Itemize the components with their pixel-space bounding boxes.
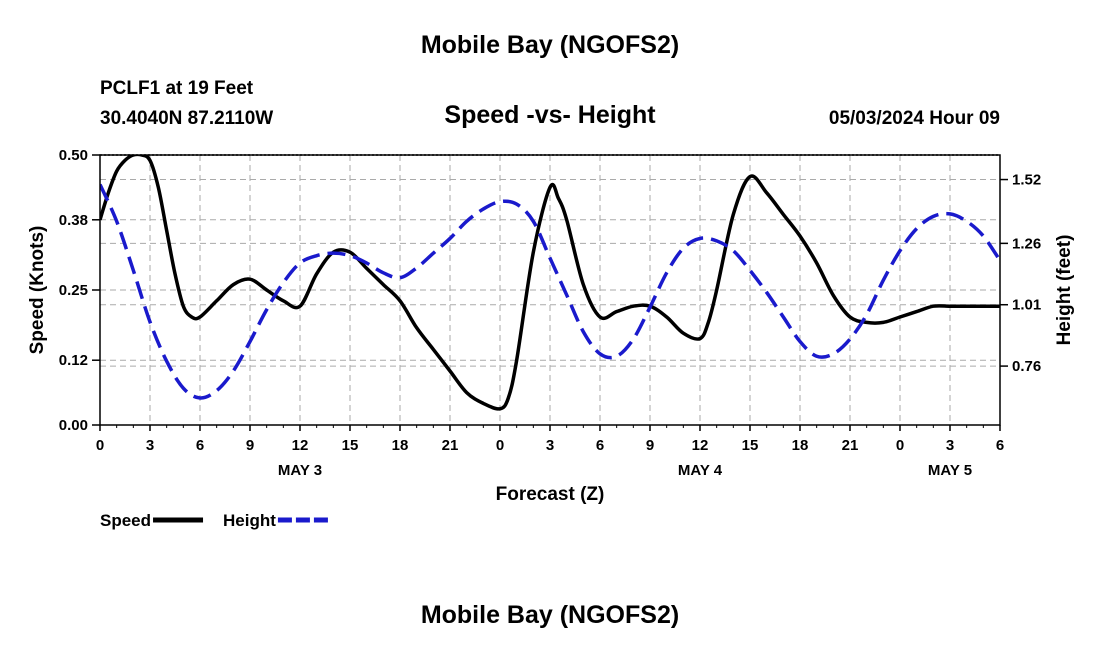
y-left-tick-label: 0.00: [59, 417, 88, 434]
series-line-speed: [100, 155, 1000, 411]
y-right-axis-title: Height (feet): [1054, 235, 1075, 346]
x-tick-label: 0: [96, 437, 104, 454]
y-right-tick-label: 1.52: [1012, 172, 1041, 189]
axes-layer: [92, 154, 1008, 431]
y-left-tick-label: 0.25: [59, 282, 88, 299]
date-label: MAY 5: [928, 462, 972, 479]
x-tick-label: 0: [496, 437, 504, 454]
x-tick-label: 18: [392, 437, 409, 454]
x-tick-label: 3: [146, 437, 154, 454]
chart-title: Mobile Bay (NGOFS2): [420, 31, 680, 59]
x-tick-label: 15: [342, 437, 359, 454]
x-tick-label: 9: [246, 437, 254, 454]
series-line-height: [100, 183, 1000, 400]
x-tick-label: 0: [896, 437, 904, 454]
series-layer: [100, 155, 1000, 411]
legend-label-height: Height: [223, 511, 276, 530]
y-right-tick-label: 1.01: [1012, 297, 1041, 314]
footer-title: Mobile Bay (NGOFS2): [420, 601, 680, 629]
x-tick-label: 3: [546, 437, 554, 454]
x-tick-label: 6: [596, 437, 604, 454]
x-tick-label: 21: [442, 437, 459, 454]
x-tick-label: 9: [646, 437, 654, 454]
x-tick-label: 18: [792, 437, 809, 454]
x-axis-title: Forecast (Z): [496, 484, 605, 505]
y-left-tick-label: 0.12: [59, 352, 88, 369]
y-left-axis-title: Speed (Knots): [27, 226, 48, 355]
x-tick-label: 6: [196, 437, 204, 454]
x-tick-label: 3: [946, 437, 954, 454]
y-right-tick-label: 1.26: [1012, 235, 1041, 252]
x-tick-label: 21: [842, 437, 859, 454]
x-tick-label: 12: [692, 437, 709, 454]
date-label: MAY 3: [278, 462, 322, 479]
labels-layer: 0 3 6 9 12 15 18 21 0 3 6 9 12 15 18 21 0 3 6 MAY 3 MAY 4 MAY…: [27, 147, 1075, 505]
grid-layer: [100, 154, 1000, 426]
x-tick-label: 15: [742, 437, 759, 454]
chart-subtitle: Speed -vs- Height: [444, 101, 656, 129]
y-left-tick-label: 0.38: [59, 212, 88, 229]
date-label: MAY 4: [678, 462, 723, 479]
legend-label-speed: Speed: [100, 511, 151, 530]
station-label: PCLF1 at 19 Feet: [100, 78, 254, 99]
coordinates-label: 30.4040N 87.2110W: [100, 108, 274, 129]
y-left-tick-label: 0.50: [59, 147, 88, 164]
y-right-tick-label: 0.76: [1012, 358, 1041, 375]
x-tick-label: 12: [292, 437, 309, 454]
x-tick-label: 6: [996, 437, 1004, 454]
forecast-datetime: 05/03/2024 Hour 09: [828, 108, 1000, 129]
legend: Speed Height: [100, 511, 328, 530]
